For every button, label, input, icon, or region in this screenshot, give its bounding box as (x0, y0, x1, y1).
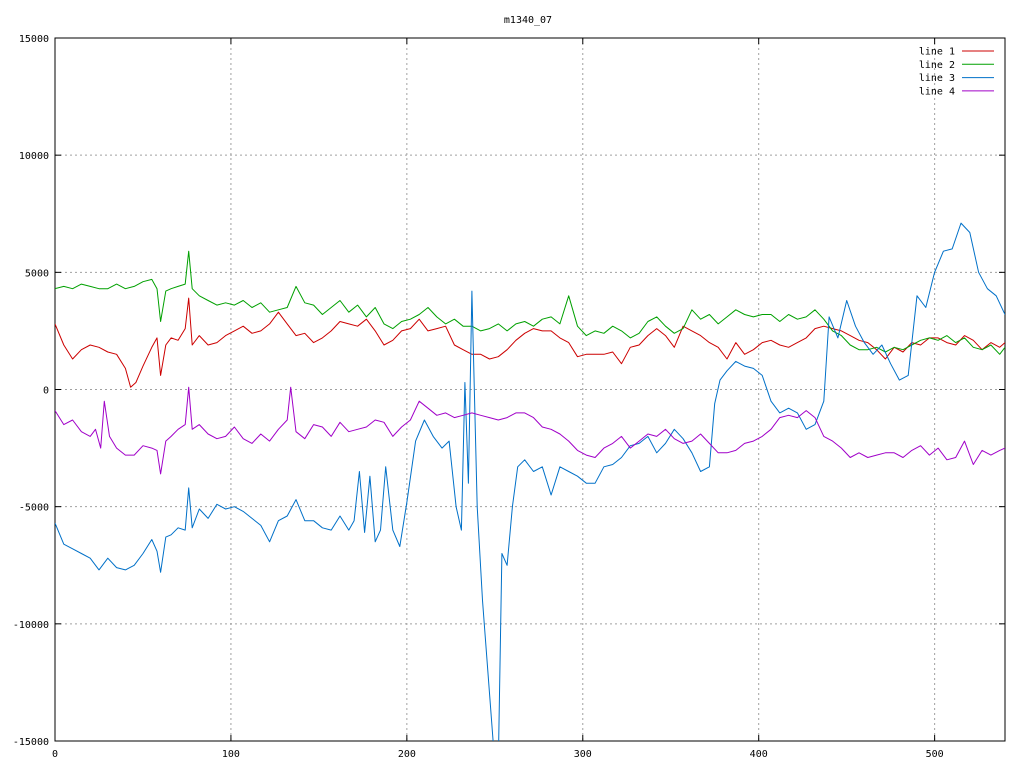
legend-label: line 4 (919, 86, 955, 97)
x-tick-label: 400 (750, 749, 768, 760)
x-tick-label: 500 (926, 749, 944, 760)
x-tick-label: 100 (222, 749, 240, 760)
y-tick-label: -15000 (13, 737, 49, 748)
y-tick-label: -10000 (13, 620, 49, 631)
axis-ticks: -15000 -10000 -5000 0 5000 10000 15000 0 100 200 3… (13, 34, 1005, 760)
x-tick-label: 0 (52, 749, 58, 760)
series-line-3 (55, 222, 1005, 741)
y-tick-label: 10000 (19, 151, 49, 162)
legend-label: line 3 (919, 73, 955, 84)
legend-label: line 1 (919, 47, 955, 58)
y-tick-label: 5000 (25, 268, 49, 279)
series-line-1 (55, 297, 1005, 388)
y-tick-label: 0 (43, 386, 49, 397)
grid-lines (55, 38, 1005, 741)
chart-title: m1340_07 (504, 15, 552, 26)
y-tick-label: 15000 (19, 34, 49, 45)
series-lines (55, 222, 1005, 741)
x-tick-label: 200 (398, 749, 416, 760)
legend: line 1 line 2 line 3 line 4 (919, 47, 994, 97)
x-tick-label: 300 (574, 749, 592, 760)
series-line-2 (55, 250, 1005, 355)
y-tick-label: -5000 (19, 503, 49, 514)
series-line-4 (55, 386, 1005, 475)
legend-label: line 2 (919, 60, 955, 71)
